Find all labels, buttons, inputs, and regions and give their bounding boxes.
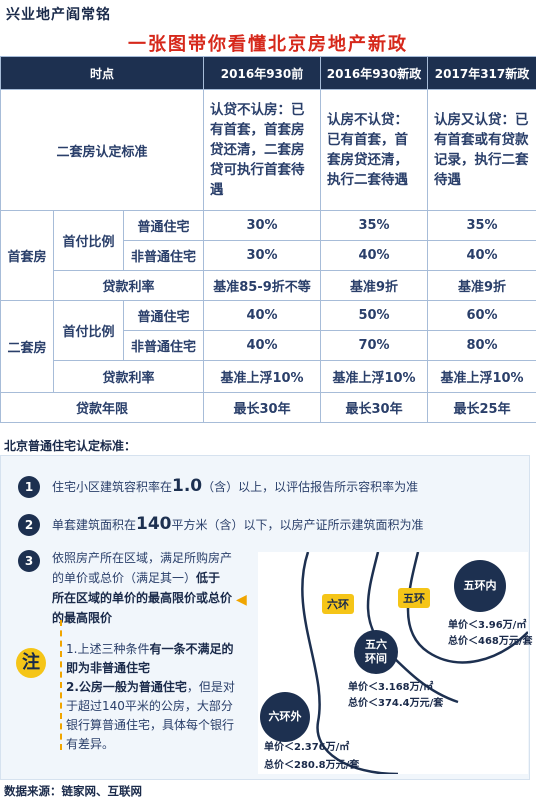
value-cell: 35% [321,211,428,241]
zone-inner-unit: 单价＜3.96万/㎡ [448,616,526,631]
table-header-row: 时点 2016年930前 2016年930新政 2017年317新政 [1,57,536,90]
term-label: 贷款年限 [1,393,204,423]
note-divider [60,620,62,750]
note-text: 1.上述三种条件有一条不满足的即为非普通住宅 2.公房一般为普通住宅，但是对于超… [66,640,238,754]
page-title: 一张图带你看懂北京房地产新政 [0,30,536,56]
zone-mid-unit: 单价＜3.168万/㎡ [348,678,433,693]
non-ordinary-label: 非普通住宅 [124,241,204,271]
criterion-1-value: 1.0 [172,476,202,496]
value-cell: 最长30年 [321,393,428,423]
ring5-label: 五环 [398,588,430,608]
table-row: 二套房 首付比例 普通住宅 40% 50% 60% [1,301,536,331]
down-payment-label: 首付比例 [54,211,124,271]
value-cell: 基准85-9折不等 [204,271,321,301]
criteria-cell: 认贷不认房：已有首套，首套房贷还清，二套房贷可执行首套待遇 [204,90,321,211]
value-cell: 基准9折 [428,271,536,301]
col-header-time: 时点 [1,57,204,90]
criterion-2-pre: 单套建筑面积在 [52,518,136,532]
number-badge: 3 [18,550,40,572]
criterion-1: 住宅小区建筑容积率在1.0（含）以上，以评估报告所示容积率为准 [52,476,522,497]
criterion-2: 单套建筑面积在140平方米（含）以下，以房产证所示建筑面积为准 [52,514,522,535]
non-ordinary-label: 非普通住宅 [124,331,204,361]
zone-mid-total: 总价＜374.4万元/套 [348,694,443,709]
value-cell: 40% [321,241,428,271]
ordinary-label: 普通住宅 [124,301,204,331]
col-header-317: 2017年317新政 [428,57,536,90]
ordinary-label: 普通住宅 [124,211,204,241]
data-source: 数据来源：链家网、互联网 [4,783,142,799]
zone-inner-badge: 五环内 [454,560,506,612]
criterion-3: 依照房产所在区域，满足所购房产的单价或总价（满足其一）低于所在区域的单价的最高限… [52,548,232,628]
value-cell: 基准9折 [321,271,428,301]
note-1-pre: 1.上述三种条件 [66,642,149,656]
value-cell: 50% [321,301,428,331]
note-badge: 注 [16,648,46,678]
criterion-1-post: （含）以上，以评估报告所示容积率为准 [202,480,418,494]
criterion-1-pre: 住宅小区建筑容积率在 [52,480,172,494]
value-cell: 40% [204,331,321,361]
value-cell: 80% [428,331,536,361]
criterion-2-value: 140 [136,514,172,534]
second-home-label: 二套房 [1,301,54,393]
arrow-right-icon: ◀ [236,592,247,608]
zone-outer-badge: 六环外 [260,692,310,742]
criteria-cell: 认房不认贷：已有首套，首套房贷还清，执行二套待遇 [321,90,428,211]
number-badge: 1 [18,476,40,498]
value-cell: 基准上浮10% [428,361,536,393]
policy-table: 时点 2016年930前 2016年930新政 2017年317新政 二套房认定… [0,56,536,423]
col-header-pre930: 2016年930前 [204,57,321,90]
zone-inner-total: 总价＜468万元/套 [448,632,533,647]
rate-label: 贷款利率 [54,361,204,393]
zone-mid-badge: 五六环间 [354,630,398,674]
standard-title: 北京普通住宅认定标准： [4,437,136,454]
criteria-label: 二套房认定标准 [1,90,204,211]
ring-map: 六环 五环 五环内 单价＜3.96万/㎡ 总价＜468万元/套 五六环间 单价＜… [258,552,528,774]
table-row: 贷款利率 基准上浮10% 基准上浮10% 基准上浮10% [1,361,536,393]
value-cell: 70% [321,331,428,361]
criterion-2-post: 平方米（含）以下，以房产证所示建筑面积为准 [172,518,424,532]
value-cell: 30% [204,241,321,271]
table-row: 贷款年限 最长30年 最长30年 最长25年 [1,393,536,423]
note-2-strong: 2.公房一般为普通住宅 [66,680,187,694]
value-cell: 40% [428,241,536,271]
down-payment-label: 首付比例 [54,301,124,361]
first-home-label: 首套房 [1,211,54,301]
value-cell: 基准上浮10% [321,361,428,393]
value-cell: 40% [204,301,321,331]
table-row: 首套房 首付比例 普通住宅 30% 35% 35% [1,211,536,241]
zone-outer-unit: 单价＜2.376万/㎡ [264,738,349,753]
ring6-label: 六环 [322,594,354,614]
criteria-cell: 认房又认贷：已有首套或有贷款记录，执行二套待遇 [428,90,536,211]
number-badge: 2 [18,514,40,536]
value-cell: 基准上浮10% [204,361,321,393]
value-cell: 最长30年 [204,393,321,423]
brand-label: 兴业地产阎常铭 [6,4,111,24]
col-header-930: 2016年930新政 [321,57,428,90]
table-row: 二套房认定标准 认贷不认房：已有首套，首套房贷还清，二套房贷可执行首套待遇 认房… [1,90,536,211]
value-cell: 最长25年 [428,393,536,423]
table-row: 贷款利率 基准85-9折不等 基准9折 基准9折 [1,271,536,301]
value-cell: 35% [428,211,536,241]
value-cell: 60% [428,301,536,331]
rate-label: 贷款利率 [54,271,204,301]
value-cell: 30% [204,211,321,241]
zone-outer-total: 总价＜280.8万元/套 [264,756,359,771]
